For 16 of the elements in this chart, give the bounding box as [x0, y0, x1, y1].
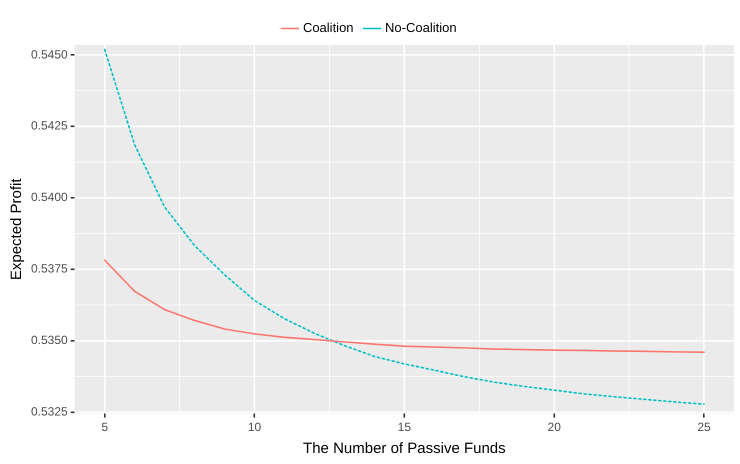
x-axis-title: The Number of Passive Funds [303, 440, 506, 458]
y-tick-label: 0.5350 [31, 333, 68, 348]
y-tick-label: 0.5375 [31, 262, 68, 276]
y-tick-label: 0.5450 [31, 47, 68, 62]
y-axis-title: Expected Profit [8, 178, 26, 280]
y-tick-label: 0.5400 [31, 190, 68, 204]
x-tick-label: 10 [248, 420, 262, 434]
x-tick-label: 20 [548, 420, 562, 434]
legend-label: Coalition [302, 20, 354, 36]
y-tick-label: 0.5325 [31, 404, 68, 418]
legend-label: No-Coalition [385, 20, 457, 36]
x-tick-label: 25 [697, 420, 712, 434]
x-tick-label: 5 [101, 420, 108, 434]
y-tick-label: 0.5425 [31, 118, 68, 133]
x-tick-label: 15 [398, 420, 412, 434]
line-series [104, 48, 705, 405]
